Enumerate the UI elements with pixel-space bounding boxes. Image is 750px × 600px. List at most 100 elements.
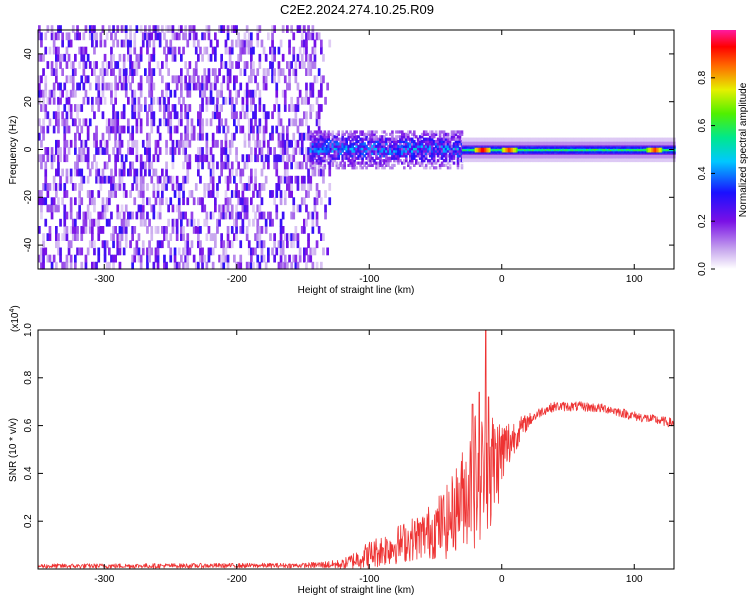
spectrogram-cell — [63, 82, 67, 91]
spectrogram-cell — [403, 135, 406, 139]
spectrogram-cell — [82, 68, 86, 76]
spectrogram-cell — [621, 147, 624, 149]
spectrogram-cell — [592, 155, 595, 158]
spectrogram-cell — [233, 218, 236, 227]
spectrogram-cell — [371, 139, 374, 144]
spectrogram-cell — [571, 149, 574, 152]
spectrogram-cell — [566, 142, 570, 145]
spectrogram-cell — [617, 154, 620, 157]
spectrogram-cell — [411, 137, 414, 141]
spectrogram-cell — [319, 144, 323, 148]
spectrogram-cell — [601, 142, 605, 145]
spectrogram-cell — [385, 149, 388, 153]
spectrogram-cell — [397, 156, 400, 160]
spectrogram-cell — [120, 233, 124, 241]
spectrogram-cell — [570, 142, 573, 145]
spectrogram-cell — [415, 142, 418, 146]
spectrogram-cell — [209, 233, 213, 241]
spectrogram-cell — [501, 151, 504, 154]
spectrogram-cell — [211, 132, 215, 141]
spectrogram-cell — [65, 175, 69, 184]
spectrogram-cell — [613, 160, 616, 163]
spectrogram-cell — [186, 39, 190, 48]
spectrogram-cell — [405, 132, 408, 136]
spectrogram-cell — [40, 75, 43, 84]
spectrogram-cell — [173, 147, 177, 155]
spectrogram-cell — [317, 111, 321, 120]
spectrogram-cell — [315, 144, 319, 148]
spectrogram-cell — [520, 148, 523, 151]
spectrogram-cell — [355, 142, 358, 146]
spectrogram-cell — [584, 154, 587, 157]
spectrogram-cell — [581, 160, 584, 163]
spectrogram-cell — [369, 149, 372, 153]
spectrogram-cell — [335, 137, 339, 141]
spectrogram-cell — [525, 154, 528, 157]
spectrogram-cell — [78, 46, 81, 55]
spectrogram-cell — [44, 75, 48, 84]
spectrogram-cell — [482, 160, 485, 163]
spectrogram-cell — [86, 204, 90, 213]
spectrogram-cell — [565, 143, 568, 146]
spectrogram-cell — [288, 175, 291, 184]
spectrogram-cell — [598, 159, 601, 161]
spectrogram-cell — [95, 218, 98, 227]
spectrogram-cell — [613, 148, 616, 151]
spectrogram-cell — [532, 137, 535, 140]
spectrogram-cell — [605, 139, 608, 142]
spectrogram-cell — [307, 211, 310, 220]
spectrogram-cell — [122, 75, 126, 84]
spectrogram-cell — [99, 183, 103, 191]
spectrogram-cell — [226, 240, 230, 249]
spectrogram-cell — [450, 137, 454, 141]
spectrogram-cell — [500, 157, 503, 160]
spectrogram-cell — [298, 89, 302, 98]
spectrogram-cell — [562, 141, 565, 143]
spectrogram-cell — [264, 75, 268, 84]
spectrogram-cell — [161, 168, 164, 177]
spectrogram-cell — [539, 153, 543, 155]
spectrogram-cell — [440, 154, 444, 158]
spectrogram-cell — [479, 138, 482, 141]
spectrogram-cell — [474, 142, 477, 145]
spectrogram-cell — [571, 154, 574, 157]
spectrogram-cell — [456, 144, 460, 148]
spectrogram-cell — [105, 125, 109, 134]
spectrogram-cell — [245, 161, 249, 170]
spectrogram-cell — [173, 46, 177, 55]
spectrogram-cell — [511, 154, 514, 157]
spectrogram-cell — [86, 247, 90, 256]
spectrogram-cell — [555, 150, 558, 153]
spectrogram-cell — [517, 145, 520, 148]
spectrogram-cell — [554, 157, 557, 160]
spectrogram-cell — [262, 254, 266, 263]
spectrogram-cell — [361, 161, 364, 165]
spectrogram-cell — [500, 149, 503, 152]
spectrogram-cell — [530, 143, 533, 146]
spectrogram-cell — [82, 154, 86, 163]
spectrogram-cell — [44, 147, 48, 155]
spectrogram-cell — [570, 144, 573, 147]
spectrogram-cell — [586, 137, 589, 140]
spectrogram-cell — [468, 149, 471, 152]
spectrogram-cell — [397, 139, 400, 144]
spectrogram-cell — [520, 159, 523, 161]
spectrogram-cell — [584, 144, 587, 147]
spectrogram-cell — [571, 143, 574, 146]
spectrogram-cell — [470, 139, 473, 142]
spectrogram-cell — [522, 159, 525, 161]
spectrogram-cell — [279, 175, 283, 184]
spectrogram-cell — [154, 32, 158, 41]
spectrogram-cell — [519, 137, 522, 140]
spectrogram-cell — [462, 147, 465, 149]
spectrogram-cell — [319, 156, 323, 160]
spectrogram-cell — [600, 141, 603, 143]
spectrogram-cell — [112, 183, 115, 191]
spectrogram-cell — [407, 147, 410, 151]
spectrogram-cell — [63, 233, 67, 241]
spectrogram-cell — [492, 141, 495, 143]
spectrogram-cell — [598, 160, 601, 163]
spectrogram-cell — [320, 75, 323, 84]
spectrogram-cell — [279, 261, 283, 270]
